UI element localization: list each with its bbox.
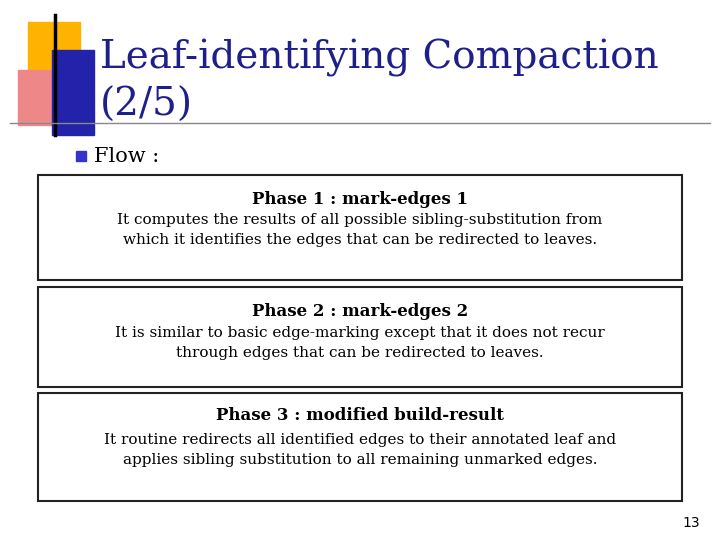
Bar: [76, 151, 86, 161]
Text: Leaf-identifying Compaction: Leaf-identifying Compaction: [100, 39, 659, 77]
Text: Phase 1 : mark-edges 1: Phase 1 : mark-edges 1: [252, 192, 468, 208]
Text: It is similar to basic edge-marking except that it does not recur
through edges : It is similar to basic edge-marking exce…: [115, 326, 605, 360]
Text: Phase 3 : modified build-result: Phase 3 : modified build-result: [216, 408, 504, 424]
Text: 13: 13: [683, 516, 700, 530]
Text: It computes the results of all possible sibling-substitution from
which it ident: It computes the results of all possible …: [117, 213, 603, 247]
Text: Flow :: Flow :: [94, 147, 159, 166]
Bar: [52, 50, 94, 135]
Bar: [28, 22, 80, 74]
FancyBboxPatch shape: [38, 287, 682, 387]
FancyBboxPatch shape: [38, 393, 682, 501]
Bar: [18, 70, 73, 125]
Text: It routine redirects all identified edges to their annotated leaf and
applies si: It routine redirects all identified edge…: [104, 433, 616, 467]
Text: Phase 2 : mark-edges 2: Phase 2 : mark-edges 2: [252, 302, 468, 320]
Text: (2/5): (2/5): [100, 86, 193, 124]
FancyBboxPatch shape: [38, 175, 682, 280]
